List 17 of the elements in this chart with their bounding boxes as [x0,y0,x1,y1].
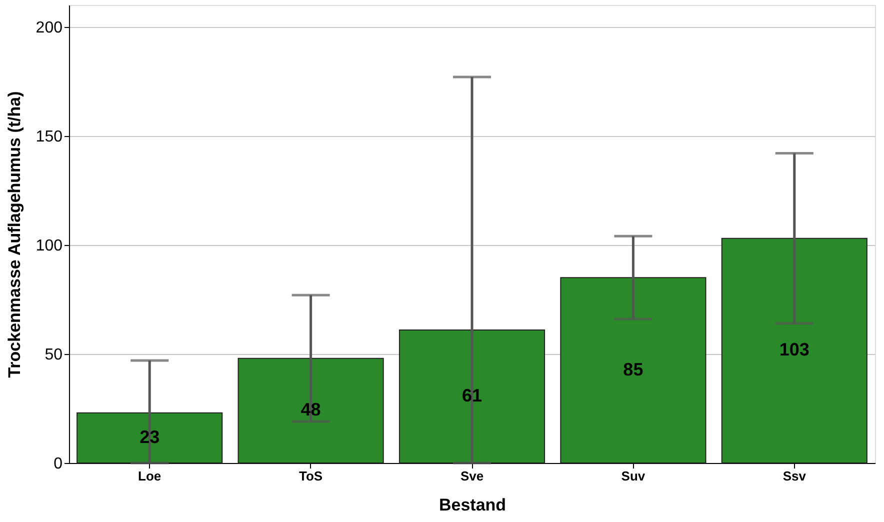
y-tick-label: 150 [36,128,63,146]
y-tick-label: 200 [36,19,63,36]
x-tick-label: ToS [299,468,323,484]
x-tick-label: Loe [138,468,162,484]
y-axis-title: Trockenmasse Auflagehumus (t/ha) [4,91,24,378]
x-tick-label: Suv [621,468,646,484]
data-label: 23 [140,426,160,447]
y-tick-label: 50 [44,346,63,364]
y-tick-label: 0 [54,456,63,472]
data-label: 48 [300,400,321,420]
data-label: 85 [623,359,644,380]
x-tick-label: Sve [460,468,484,484]
data-label: 103 [779,340,810,360]
y-tick-label: 100 [36,237,63,254]
data-label: 61 [462,385,482,406]
x-axis-title: Bestand [438,496,506,514]
x-tick-label: Ssv [782,468,807,484]
